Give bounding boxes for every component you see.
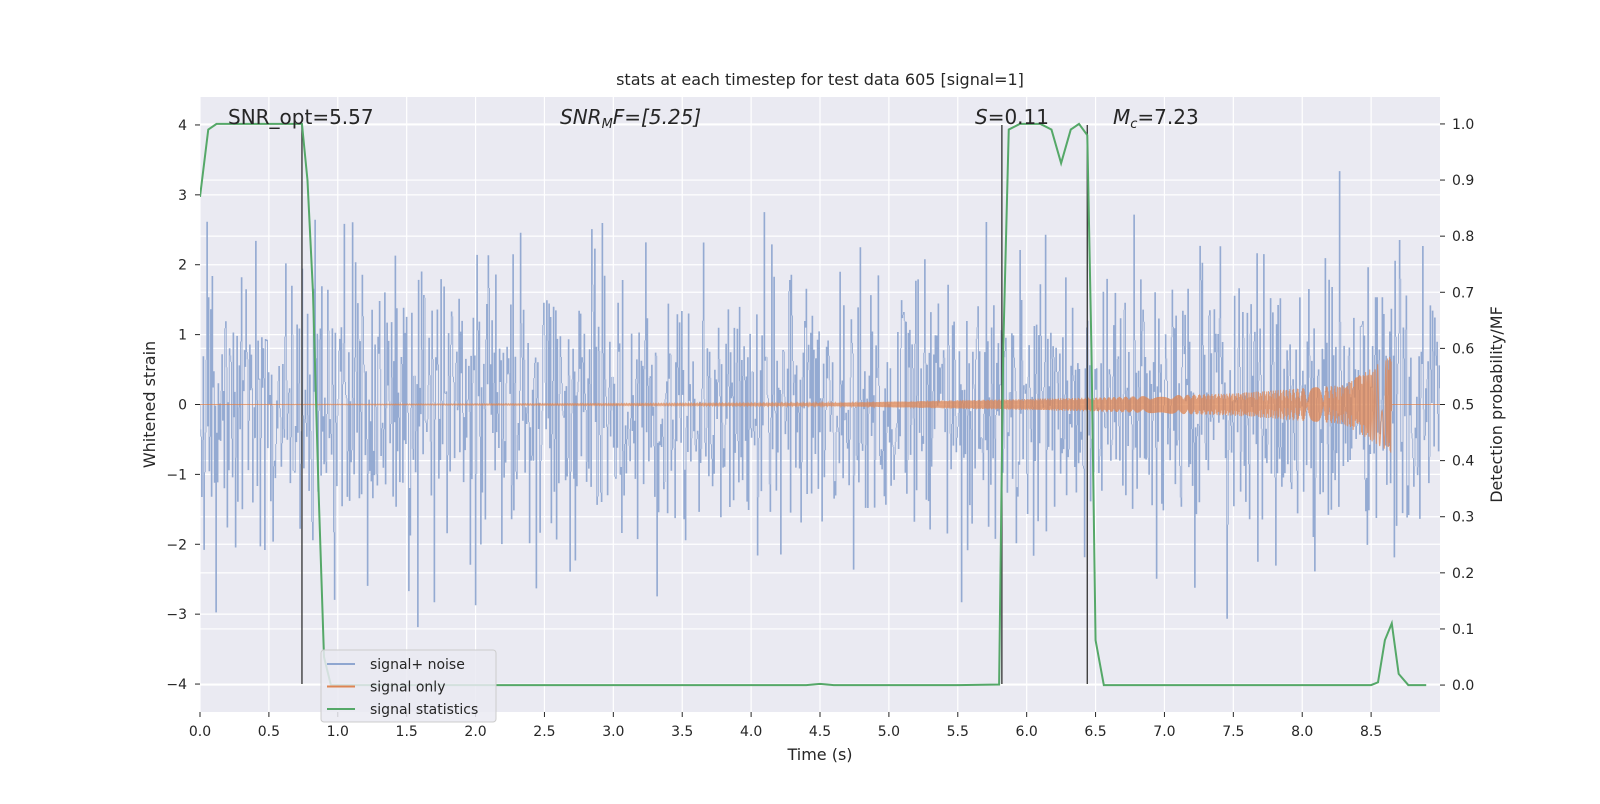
annotation-snr-mf-value: F=[5.25]: [613, 105, 701, 129]
legend-box: [320, 649, 497, 723]
x-tick-label: 2.5: [533, 724, 555, 740]
y2-tick-label: 0.7: [1452, 285, 1474, 301]
y2-tick-label: 0.8: [1452, 229, 1474, 245]
annotation-mc-subscript: c: [1130, 117, 1137, 132]
series-signal-statistics: [200, 122, 1427, 687]
annotation-s: S=0.11: [975, 105, 1049, 129]
y2-tick-label: 0.3: [1452, 510, 1474, 526]
series-signal-only: [200, 356, 1440, 453]
x-tick-label: 7.5: [1222, 724, 1244, 740]
y2-tick-label: 1.0: [1452, 117, 1474, 133]
x-tick-label: 4.5: [809, 724, 831, 740]
annotation-mc-value: =7.23: [1137, 105, 1198, 129]
x-tick-label: 1.5: [396, 724, 418, 740]
legend-label-signal-noise: signal+ noise: [370, 657, 465, 673]
y-tick-label: 0: [178, 398, 187, 414]
x-tick-label: 5.0: [878, 724, 900, 740]
x-tick-label: 2.0: [464, 724, 486, 740]
annotation-snr-mf-subscript: M: [602, 117, 613, 132]
x-tick-label: 3.5: [671, 724, 693, 740]
stats-layer: [200, 122, 1427, 687]
annotation-s-symbol: S: [975, 105, 988, 129]
y-tick-label: 4: [178, 118, 187, 134]
annotation-snr-mf: SNRMF=[5.25]: [560, 105, 701, 132]
x-tick-label: 8.0: [1291, 724, 1313, 740]
legend-label-signal-statistics: signal statistics: [370, 702, 478, 718]
y2-tick-label: 0.6: [1452, 341, 1474, 357]
y-tick-label: 1: [178, 328, 187, 344]
y2-tick-label: 0.9: [1452, 173, 1474, 189]
y-tick-label: −3: [166, 607, 187, 623]
legend: signal+ noise signal only signal statist…: [320, 649, 497, 723]
legend-label-signal-only: signal only: [370, 680, 445, 696]
x-tick-label: 6.0: [1016, 724, 1038, 740]
x-tick-label: 5.5: [947, 724, 969, 740]
x-tick-label: 0.5: [258, 724, 280, 740]
x-tick-label: 1.0: [327, 724, 349, 740]
annotation-s-value: =0.11: [988, 105, 1049, 129]
y2-tick-label: 0.5: [1452, 398, 1474, 414]
y-tick-label: −4: [166, 677, 187, 693]
series-signal-noise: [200, 171, 1440, 628]
x-tick-label: 6.5: [1084, 724, 1106, 740]
x-tick-label: 7.0: [1153, 724, 1175, 740]
y2-axis-label: Detection probability/MF: [1487, 306, 1506, 503]
y-tick-label: −1: [166, 467, 187, 483]
annotation-mc-symbol: M: [1113, 105, 1130, 129]
chart-title: stats at each timestep for test data 605…: [616, 70, 1024, 89]
y2-tick-label: 0.0: [1452, 678, 1474, 694]
y-tick-label: −2: [166, 537, 187, 553]
x-axis-label: Time (s): [786, 745, 852, 764]
annotation-snr-opt: SNR_opt=5.57: [228, 105, 374, 129]
axes-layer: 0.0 0.5 1.0 1.5 2.0 2.5 3.0 3.5 4.0 4.5 5.0 5.5 6.0 6…: [166, 117, 1474, 740]
y-tick-label: 3: [178, 188, 187, 204]
series-layer: [200, 171, 1440, 628]
y2-tick-label: 0.2: [1452, 566, 1474, 582]
x-tick-label: 0.0: [189, 724, 211, 740]
x-tick-label: 8.5: [1360, 724, 1382, 740]
y2-tick-label: 0.4: [1452, 454, 1474, 470]
y-axis-label: Whitened strain: [140, 341, 159, 468]
y2-tick-label: 0.1: [1452, 622, 1474, 638]
annotation-snr-mf-symbol: SNR: [560, 105, 602, 129]
annotation-mc: Mc=7.23: [1113, 105, 1199, 132]
x-tick-label: 3.0: [602, 724, 624, 740]
x-tick-label: 4.0: [740, 724, 762, 740]
y-tick-label: 2: [178, 258, 187, 274]
